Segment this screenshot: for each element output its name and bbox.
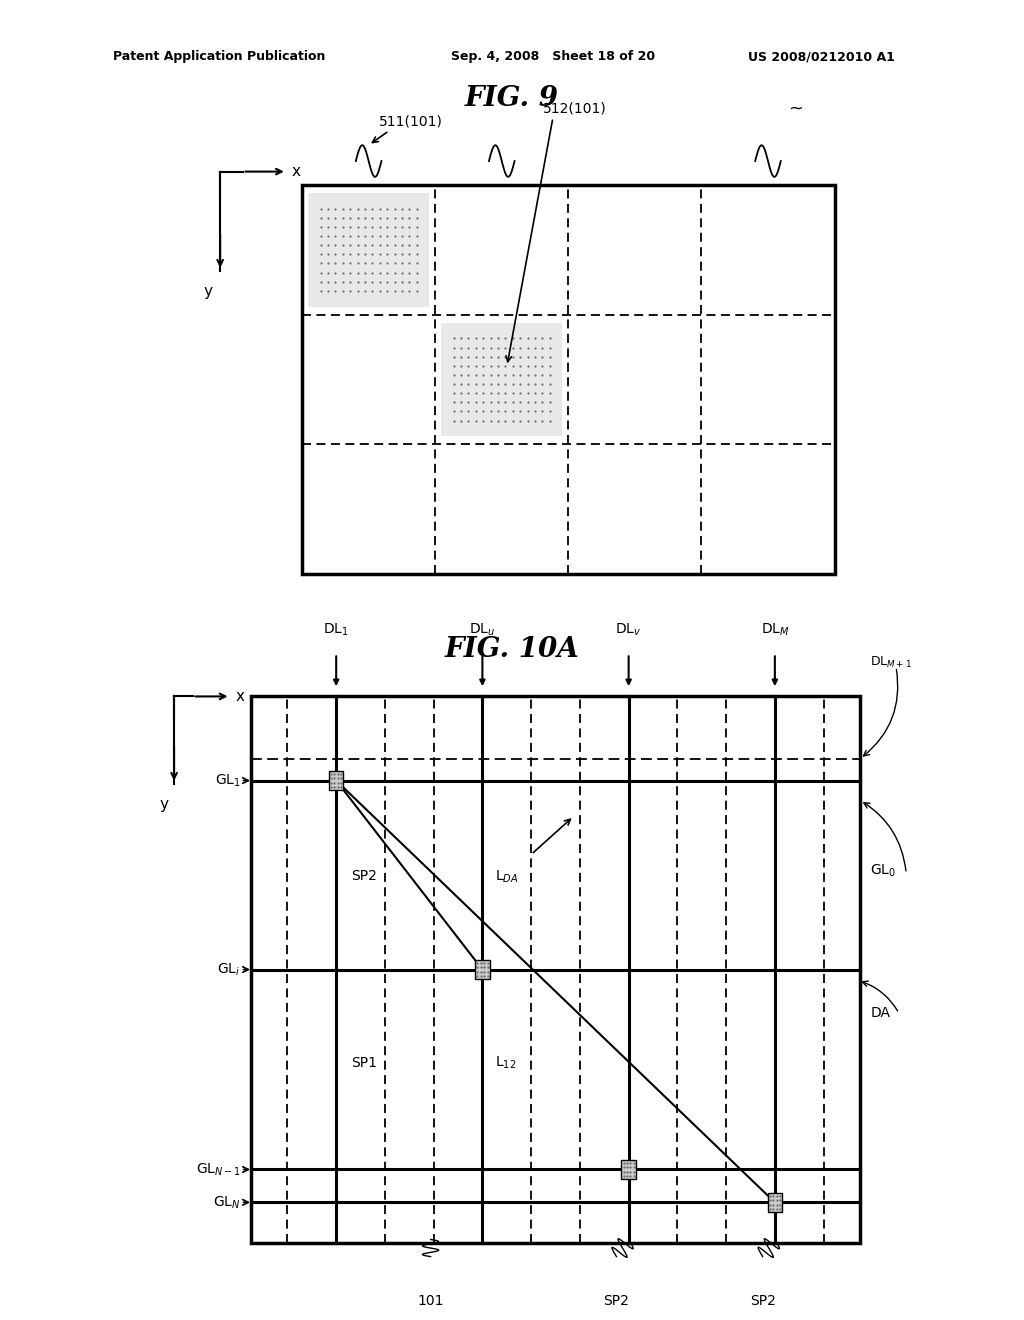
Text: US 2008/0212010 A1: US 2008/0212010 A1 [748,50,894,63]
Text: DA: DA [870,1006,891,1020]
Bar [475,961,489,979]
Text: Patent Application Publication: Patent Application Publication [113,50,325,63]
Text: SP2: SP2 [351,870,377,883]
Bar [251,696,860,1243]
Text: GL$_1$: GL$_1$ [215,772,241,789]
Text: FIG. 9: FIG. 9 [465,86,559,112]
Text: SP1: SP1 [351,1056,378,1069]
Bar [302,185,835,574]
Text: y: y [160,797,168,812]
Bar [441,322,562,437]
Text: DL$_{M+1}$: DL$_{M+1}$ [870,655,912,671]
Bar [622,1160,636,1179]
Text: SP2: SP2 [750,1294,775,1308]
Bar [329,771,343,789]
Text: GL$_i$: GL$_i$ [217,961,241,978]
Text: y: y [204,284,212,298]
Text: GL$_N$: GL$_N$ [213,1195,241,1210]
Text: Sep. 4, 2008   Sheet 18 of 20: Sep. 4, 2008 Sheet 18 of 20 [451,50,654,63]
Text: x: x [292,164,301,180]
Text: FIG. 10A: FIG. 10A [444,636,580,663]
Text: DL$_u$: DL$_u$ [469,622,496,638]
Text: DL$_v$: DL$_v$ [615,622,642,638]
Text: ~: ~ [788,99,804,117]
Text: 511(101): 511(101) [379,115,442,128]
Text: SP2: SP2 [603,1294,630,1308]
Text: 101: 101 [418,1294,443,1308]
Text: L$_{12}$: L$_{12}$ [495,1055,516,1071]
Text: 512(101): 512(101) [543,102,606,115]
Text: x: x [236,689,245,704]
Text: DL$_M$: DL$_M$ [761,622,790,638]
Text: GL$_0$: GL$_0$ [870,863,897,879]
Text: DL$_1$: DL$_1$ [324,622,349,638]
Bar [768,1193,782,1212]
Text: L$_{DA}$: L$_{DA}$ [495,869,518,884]
Bar [308,193,429,306]
Text: GL$_{N-1}$: GL$_{N-1}$ [196,1162,241,1177]
